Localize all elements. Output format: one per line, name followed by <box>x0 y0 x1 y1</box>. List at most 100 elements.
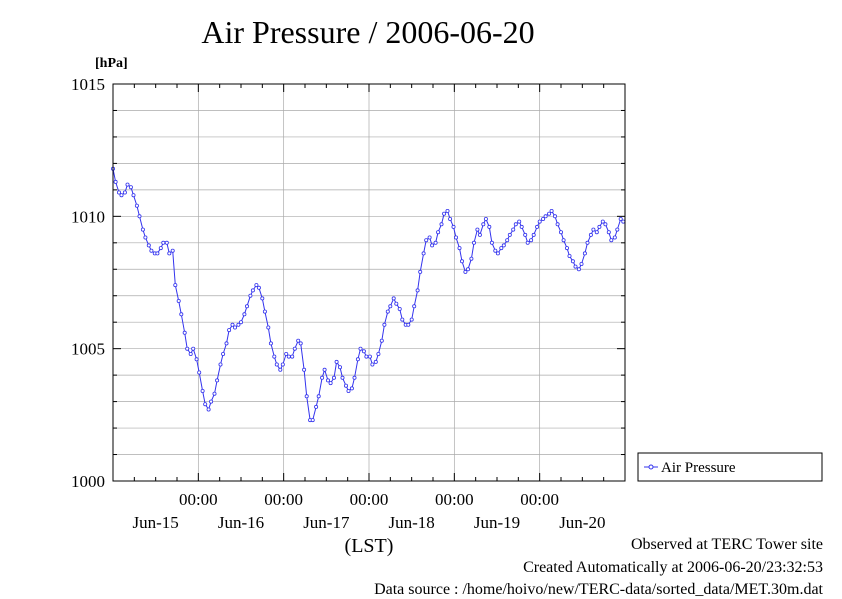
data-point <box>250 288 255 293</box>
data-point <box>224 341 229 346</box>
data-point <box>206 407 211 412</box>
series-line <box>112 168 624 421</box>
data-point <box>149 248 154 253</box>
data-point <box>232 325 237 330</box>
data-point <box>302 367 307 372</box>
data-point <box>337 365 342 370</box>
data-point <box>618 216 623 221</box>
data-point <box>379 338 384 343</box>
data-point <box>280 362 285 367</box>
data-point <box>418 269 423 274</box>
data-point <box>397 306 402 311</box>
data-point <box>501 243 506 248</box>
data-point <box>349 386 354 391</box>
data-point <box>579 261 584 266</box>
data-point <box>567 253 572 258</box>
data-point <box>549 208 554 213</box>
data-point <box>507 232 512 237</box>
data-point <box>320 375 325 380</box>
data-point <box>176 298 181 303</box>
data-point <box>529 238 534 243</box>
data-point <box>493 248 498 253</box>
chart-title: Air Pressure / 2006-06-20 <box>201 14 535 50</box>
data-point <box>463 269 468 274</box>
data-point <box>155 251 160 256</box>
data-point <box>531 232 536 237</box>
data-point <box>113 179 118 184</box>
data-point <box>340 375 345 380</box>
data-point <box>433 240 438 245</box>
data-point <box>582 251 587 256</box>
data-point <box>227 328 232 333</box>
data-point <box>489 240 494 245</box>
data-point <box>576 267 581 272</box>
data-point <box>221 351 226 356</box>
data-point <box>430 243 435 248</box>
data-point <box>117 190 122 195</box>
data-point <box>495 251 500 256</box>
data-point <box>286 354 291 359</box>
data-point <box>361 349 366 354</box>
data-point <box>316 394 321 399</box>
data-point <box>179 312 184 317</box>
data-point <box>343 383 348 388</box>
y-tick-label: 1010 <box>71 207 105 226</box>
x-tick-time-label: 00:00 <box>264 490 303 509</box>
data-point <box>565 246 570 251</box>
data-point <box>436 230 441 235</box>
data-point <box>292 346 297 351</box>
x-tick-time-label: 00:00 <box>435 490 474 509</box>
legend-label: Air Pressure <box>661 460 736 476</box>
data-point <box>570 259 575 264</box>
data-point <box>236 322 241 327</box>
data-point <box>591 227 596 232</box>
data-point <box>400 317 405 322</box>
data-point <box>209 399 214 404</box>
data-point <box>373 359 378 364</box>
data-point <box>167 251 172 256</box>
data-point <box>561 238 566 243</box>
data-point <box>346 388 351 393</box>
data-point <box>409 317 414 322</box>
data-point <box>212 391 217 396</box>
data-point <box>158 246 163 251</box>
data-point <box>391 296 396 301</box>
data-point <box>523 232 528 237</box>
data-point <box>352 375 357 380</box>
data-point <box>445 208 450 213</box>
data-point <box>200 388 205 393</box>
x-tick-time-label: 00:00 <box>179 490 218 509</box>
data-point <box>334 359 339 364</box>
footer-created: Created Automatically at 2006-06-20/23:3… <box>523 559 823 576</box>
data-point <box>421 251 426 256</box>
data-point <box>364 354 369 359</box>
data-point <box>137 214 142 219</box>
data-point <box>331 375 336 380</box>
data-point <box>274 362 279 367</box>
data-point <box>143 235 148 240</box>
data-point <box>370 362 375 367</box>
data-point <box>553 214 558 219</box>
x-axis-label: (LST) <box>345 535 394 557</box>
data-point <box>573 264 578 269</box>
x-tick-date-label: Jun-20 <box>559 513 605 532</box>
data-point <box>457 246 462 251</box>
data-point <box>256 285 261 290</box>
data-point <box>146 243 151 248</box>
data-point <box>477 232 482 237</box>
data-point <box>597 224 602 229</box>
data-point <box>448 216 453 221</box>
data-point <box>194 357 199 362</box>
data-point <box>481 222 486 227</box>
data-point <box>170 248 175 253</box>
y-tick-label: 1000 <box>71 472 105 491</box>
data-point <box>203 402 208 407</box>
data-point <box>238 320 243 325</box>
data-point <box>547 211 552 216</box>
x-tick-date-label: Jun-18 <box>389 513 435 532</box>
data-point <box>182 330 187 335</box>
data-point <box>505 238 510 243</box>
data-point <box>284 351 289 356</box>
data-point <box>376 351 381 356</box>
